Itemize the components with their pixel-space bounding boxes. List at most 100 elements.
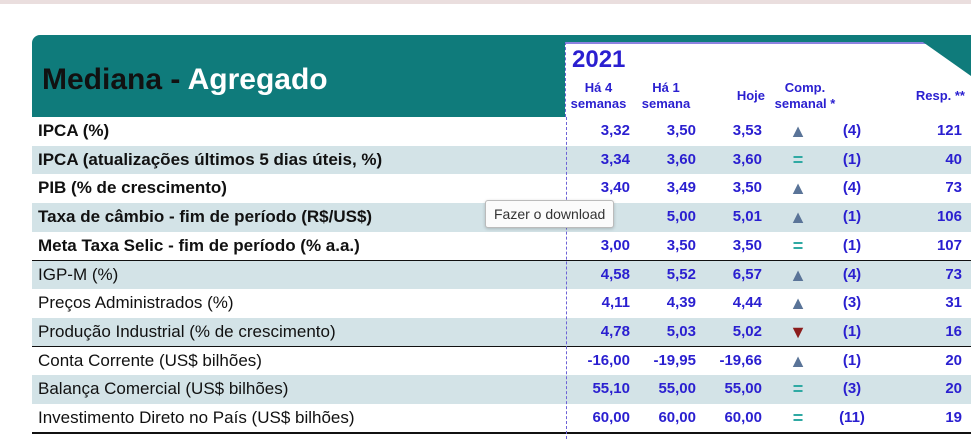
value: 3,00 — [600, 236, 630, 254]
trend: ▼ — [789, 321, 807, 342]
row: IPCA (%) 3,32 3,50 3,53 ▲ (4) 121 — [32, 117, 971, 146]
divider — [566, 117, 567, 439]
row-label: IPCA (%) — [38, 121, 110, 140]
tooltip: Fazer o download — [485, 200, 615, 228]
value: 60,00 — [658, 409, 696, 426]
value: 4,39 — [666, 294, 696, 312]
resp: 121 — [936, 122, 962, 139]
value: 3,60 — [666, 150, 696, 168]
trend: ▲ — [789, 121, 807, 141]
row-label: Investimento Direto no País (US$ bilhões… — [38, 408, 355, 427]
title-light: Agregado — [187, 63, 328, 96]
row: PIB (% de crescimento) 3,40 3,49 3,50 ▲ (4) 73 — [32, 174, 971, 204]
comp: (1) — [842, 236, 862, 254]
value: 5,03 — [666, 322, 696, 340]
resp: 20 — [945, 380, 962, 398]
value: 3,60 — [732, 150, 762, 168]
corner — [920, 40, 971, 76]
title-dark: Mediana - — [42, 63, 181, 96]
row-label: Meta Taxa Selic - fim de período (% a.a.… — [38, 235, 360, 255]
value: 60,00 — [724, 409, 762, 426]
top-strip — [0, 0, 971, 4]
value: 3,32 — [600, 122, 630, 139]
year-box — [565, 42, 971, 117]
resp: 73 — [945, 265, 962, 283]
comp: (1) — [842, 208, 862, 226]
value: 55,00 — [724, 380, 762, 398]
trend: ▲ — [789, 207, 807, 228]
row-label: Balança Comercial (US$ bilhões) — [38, 379, 289, 399]
value: 4,58 — [600, 265, 630, 283]
column-header: semanas — [570, 96, 627, 111]
value: 3,34 — [600, 150, 630, 168]
comp: (4) — [842, 122, 862, 139]
value: -19,66 — [719, 351, 762, 369]
trend: = — [792, 149, 804, 170]
value: -16,00 — [587, 351, 630, 369]
row: Conta Corrente (US$ bilhões) -16,00 -19,95… — [32, 346, 971, 376]
trend: ▲ — [789, 293, 807, 314]
column-header: semana — [641, 96, 691, 111]
column-header: Há 4 — [584, 80, 613, 95]
comp: (11) — [839, 409, 865, 426]
resp: 106 — [936, 208, 962, 226]
row: IGP-M (%) 4,58 5,52 6,57 ▲ (4) 73 — [32, 260, 971, 290]
trend: ▲ — [789, 264, 807, 285]
trend: = — [792, 408, 804, 428]
group-separator — [32, 431, 971, 434]
column-header: Há 1 — [652, 80, 680, 95]
row: Preços Administrados (%) 4,11 4,39 4,44 ▲ (3)… — [32, 289, 971, 318]
value: 3,50 — [666, 236, 696, 254]
row-label: Produção Industrial (% de crescimento) — [38, 321, 336, 341]
resp: 40 — [945, 150, 962, 168]
column-header: Resp. ** — [915, 88, 965, 103]
column-header: Hoje — [736, 88, 765, 103]
trend: ▲ — [789, 178, 807, 199]
trend: = — [792, 379, 804, 400]
row-label: Preços Administrados (%) — [38, 293, 234, 313]
comp: (4) — [842, 265, 862, 283]
value: 5,01 — [732, 208, 762, 226]
trend: ▲ — [789, 350, 807, 371]
value: 3,50 — [666, 122, 696, 139]
value: 4,44 — [732, 294, 762, 312]
resp: 16 — [945, 322, 962, 340]
comp: (1) — [842, 351, 862, 369]
row: Balança Comercial (US$ bilhões) 55,10 55,0… — [32, 375, 971, 404]
value: 5,02 — [732, 322, 762, 340]
comp: (3) — [842, 294, 862, 312]
row: Investimento Direto no País (US$ bilhões… — [32, 404, 971, 433]
comp: (1) — [842, 322, 862, 340]
resp: 20 — [945, 351, 962, 369]
value: 3,40 — [600, 179, 630, 197]
value: 6,57 — [732, 265, 762, 283]
value: 4,11 — [601, 294, 630, 312]
value: 3,53 — [732, 122, 762, 139]
resp: 19 — [945, 409, 962, 426]
trend: = — [792, 235, 804, 256]
resp: 73 — [945, 179, 962, 197]
value: 3,49 — [666, 179, 696, 197]
row: Meta Taxa Selic - fim de período (% a.a.… — [32, 231, 971, 261]
value: 55,00 — [658, 380, 696, 398]
row-label: IGP-M (%) — [38, 264, 119, 284]
title: Mediana - Agregado — [42, 60, 328, 100]
value: 3,50 — [732, 179, 762, 197]
row: Produção Industrial (% de crescimento) 4,… — [32, 317, 971, 347]
value: -19,95 — [653, 351, 696, 369]
value: 5,00 — [666, 208, 696, 226]
value: 60,00 — [592, 409, 630, 426]
value: 4,78 — [600, 322, 630, 340]
row-label: IPCA (atualizações últimos 5 dias úteis,… — [38, 149, 383, 169]
row-label: Conta Corrente (US$ bilhões) — [38, 350, 262, 370]
row-label: PIB (% de crescimento) — [38, 178, 227, 198]
resp: 31 — [945, 294, 962, 312]
resp: 107 — [936, 236, 962, 254]
year: 2021 — [572, 46, 626, 73]
column-header: semanal * — [774, 96, 836, 111]
row-label: Taxa de câmbio - fim de período (R$/US$) — [38, 207, 373, 227]
value: 3,50 — [732, 236, 762, 254]
